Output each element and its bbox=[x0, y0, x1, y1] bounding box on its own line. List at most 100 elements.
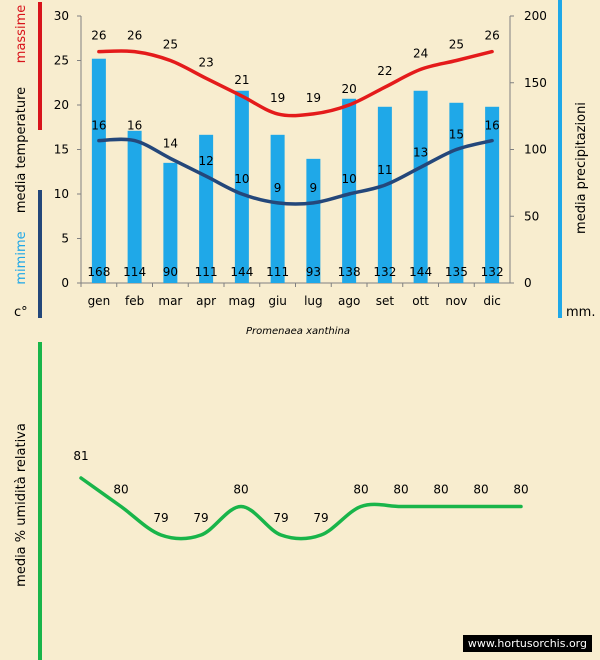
humidity-value-label: 80 bbox=[433, 483, 448, 497]
precipitation-bar-dic bbox=[485, 106, 500, 283]
humidity-value-label: 80 bbox=[393, 483, 408, 497]
humidity-value-label: 80 bbox=[233, 483, 248, 497]
left-axis-label-min: mimime bbox=[14, 231, 29, 284]
x-tick-label-lug: lug bbox=[304, 294, 323, 308]
precipitation-bar-mar bbox=[163, 162, 178, 283]
right-tick-label: 50 bbox=[524, 209, 539, 223]
x-tick-label-gen: gen bbox=[88, 294, 111, 308]
min-temperature-label: 9 bbox=[310, 181, 318, 195]
precipitation-value-label: 93 bbox=[306, 265, 321, 279]
x-tick-label-feb: feb bbox=[125, 294, 144, 308]
min-temperature-label: 16 bbox=[127, 119, 142, 133]
precipitation-bar-apr bbox=[199, 134, 214, 283]
humidity-value-label: 79 bbox=[273, 511, 288, 525]
max-temperature-label: 25 bbox=[449, 38, 464, 52]
data-labels: 168 114 90 111 144 111 93 138 132 144 135 132 26 26 25… bbox=[87, 29, 503, 279]
min-temperature-label: 9 bbox=[274, 181, 282, 195]
precipitation-value-label: 168 bbox=[87, 265, 110, 279]
min-temperature-label: 13 bbox=[413, 145, 428, 159]
right-tick-label: 150 bbox=[524, 76, 547, 90]
right-tick-label: 100 bbox=[524, 143, 547, 157]
humidity-value-label: 79 bbox=[193, 511, 208, 525]
right-axis-unit: mm. bbox=[566, 305, 595, 320]
left-tick-label: 25 bbox=[54, 54, 69, 68]
x-tick-label-ago: ago bbox=[338, 294, 360, 308]
precipitation-value-label: 132 bbox=[481, 265, 504, 279]
x-tick-label-mar: mar bbox=[158, 294, 182, 308]
humidity-line bbox=[79, 476, 523, 541]
left-tick-label: 20 bbox=[54, 98, 69, 112]
min-temperature-label: 10 bbox=[341, 172, 356, 186]
max-temperature-label: 24 bbox=[413, 46, 428, 60]
humidity-value-label: 81 bbox=[73, 449, 88, 463]
chart-axes: 0 5 10 15 20 25 30 0 50 100 150 200 gen feb mar apr mag g… bbox=[54, 9, 547, 308]
min-temperature-line bbox=[97, 137, 494, 206]
left-tick-label: 15 bbox=[54, 143, 69, 157]
min-temperature-label: 16 bbox=[91, 119, 106, 133]
x-tick-label-ott: ott bbox=[412, 294, 429, 308]
precipitation-value-label: 138 bbox=[338, 265, 361, 279]
min-temperature-label: 14 bbox=[163, 136, 178, 150]
x-tick-label-dic: dic bbox=[483, 294, 501, 308]
x-tick-label-set: set bbox=[376, 294, 395, 308]
watermark: www.hortusorchis.org bbox=[462, 635, 592, 652]
max-temperature-label: 20 bbox=[341, 82, 356, 96]
precipitation-value-label: 114 bbox=[123, 265, 146, 279]
precipitation-bar-ago bbox=[342, 98, 357, 284]
x-tick-label-nov: nov bbox=[445, 294, 467, 308]
axis-accent-lines bbox=[38, 0, 562, 660]
humidity-value-label: 80 bbox=[113, 483, 128, 497]
right-axis-label: media precipitazioni bbox=[574, 102, 589, 234]
precipitation-bars bbox=[91, 58, 500, 284]
humidity-axis-label: media % umidità relativa bbox=[14, 423, 29, 587]
precipitation-value-label: 90 bbox=[163, 265, 178, 279]
min-temperature-label: 11 bbox=[377, 163, 392, 177]
left-axis-label-max: massime bbox=[14, 5, 29, 63]
min-temperature-label: 10 bbox=[234, 172, 249, 186]
x-tick-label-apr: apr bbox=[196, 294, 216, 308]
humidity-value-label: 79 bbox=[153, 511, 168, 525]
x-tick-label-giu: giu bbox=[268, 294, 287, 308]
right-tick-label: 200 bbox=[524, 9, 547, 23]
min-temperature-label: 16 bbox=[484, 119, 499, 133]
max-temperature-label: 26 bbox=[127, 29, 142, 43]
precipitation-bar-mag bbox=[234, 90, 249, 283]
max-temperature-label: 25 bbox=[163, 38, 178, 52]
humidity-value-label: 80 bbox=[513, 483, 528, 497]
precipitation-bar-giu bbox=[270, 134, 285, 283]
left-tick-label: 30 bbox=[54, 9, 69, 23]
precipitation-bar-gen bbox=[91, 58, 106, 283]
right-tick-label: 0 bbox=[524, 276, 532, 290]
x-tick-label-mag: mag bbox=[229, 294, 256, 308]
precipitation-bar-lug bbox=[306, 158, 321, 283]
precipitation-bar-ott bbox=[413, 90, 428, 283]
humidity-chart: 81 80 79 79 80 79 79 80 80 80 80 80 bbox=[73, 449, 529, 541]
precipitation-bar-set bbox=[377, 106, 392, 283]
max-temperature-label: 26 bbox=[484, 29, 499, 43]
humidity-value-label: 80 bbox=[473, 483, 488, 497]
precipitation-value-label: 132 bbox=[373, 265, 396, 279]
temperature-lines bbox=[97, 49, 494, 206]
precipitation-bar-feb bbox=[127, 130, 142, 283]
precipitation-value-label: 144 bbox=[230, 265, 253, 279]
max-temperature-line bbox=[97, 49, 494, 118]
humidity-value-label: 80 bbox=[353, 483, 368, 497]
precipitation-value-label: 144 bbox=[409, 265, 432, 279]
left-tick-label: 0 bbox=[61, 276, 69, 290]
humidity-value-label: 79 bbox=[313, 511, 328, 525]
precipitation-value-label: 111 bbox=[266, 265, 289, 279]
precipitation-value-label: 111 bbox=[195, 265, 218, 279]
max-temperature-label: 22 bbox=[377, 64, 392, 78]
max-temperature-label: 21 bbox=[234, 73, 249, 87]
min-temperature-label: 15 bbox=[449, 128, 464, 142]
min-temperature-label: 12 bbox=[198, 154, 213, 168]
left-axis-unit: c° bbox=[14, 305, 28, 320]
max-temperature-label: 26 bbox=[91, 29, 106, 43]
left-tick-label: 10 bbox=[54, 187, 69, 201]
max-temperature-label: 23 bbox=[198, 55, 213, 69]
max-temperature-label: 19 bbox=[306, 91, 321, 105]
chart-caption: Promenaea xanthina bbox=[246, 326, 350, 337]
max-temperature-label: 19 bbox=[270, 91, 285, 105]
